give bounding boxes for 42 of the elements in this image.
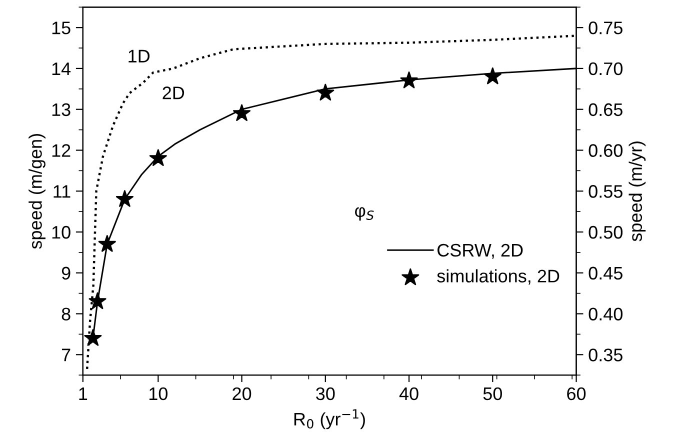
y2-axis-title: speed (m/yr): [628, 142, 646, 242]
point: [88, 292, 106, 310]
y2-tick-label: 0.50: [588, 226, 623, 239]
point: [233, 104, 251, 122]
y-tick-label: 11: [54, 185, 70, 198]
annotation: 1D: [128, 50, 150, 62]
x-tick-label: 40: [399, 387, 418, 400]
point: [116, 190, 134, 207]
y2-tick-label: 0.75: [588, 22, 622, 34]
y-tick-label: 10: [52, 226, 70, 239]
point: [84, 329, 102, 346]
legend-label: simulations, 2D: [437, 269, 560, 285]
x-tick-label: 1: [79, 388, 88, 400]
y2-tick-label: 0.65: [588, 103, 622, 116]
point: [98, 235, 116, 252]
x-tick-label: 60: [567, 387, 586, 400]
y-tick-label: 13: [52, 103, 70, 116]
x-tick-label: 10: [150, 387, 168, 400]
x-tick-label: 50: [483, 387, 502, 400]
y2-tick-label: 0.35: [588, 348, 622, 362]
y-tick-label: 15: [52, 22, 70, 34]
y-tick-label: 7: [62, 348, 70, 362]
x-tick-label: 30: [316, 387, 335, 400]
point: [484, 67, 502, 84]
y2-tick-label: 0.45: [588, 266, 622, 280]
y-tick-label: 9: [62, 266, 70, 280]
point: [316, 84, 334, 101]
y2-tick-label: 0.70: [588, 62, 623, 76]
y-tick-label: 14: [52, 62, 71, 76]
annotation: φ$_{S}$: [355, 207, 374, 221]
x-axis-title: R$_{0}$ (yr$^{−1}$): [294, 409, 365, 430]
y-tick-label: 12: [52, 144, 70, 157]
annotation: 2D: [162, 86, 184, 100]
point: [149, 149, 167, 166]
legend-label: CSRW, 2D: [438, 244, 523, 259]
y-tick-label: 8: [62, 308, 70, 320]
y2-tick-label: 0.60: [588, 144, 623, 157]
y2-tick-label: 0.55: [588, 185, 622, 198]
y2-tick-label: 0.40: [588, 308, 623, 320]
y-axis-title: speed (m/gen): [28, 134, 46, 249]
x-tick-label: 20: [232, 387, 252, 400]
point: [400, 72, 418, 88]
